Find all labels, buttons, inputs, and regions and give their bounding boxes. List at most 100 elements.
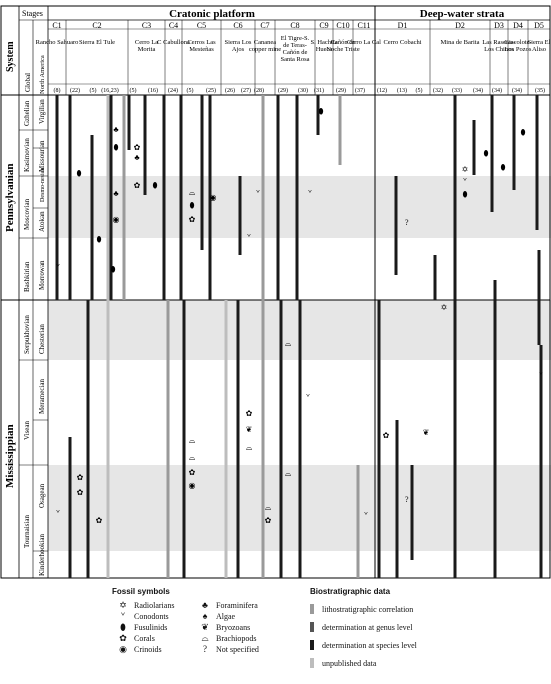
stage-boundaries (19, 129, 48, 552)
column-headers: C1 Rancho Sahuaro (8) (22) C2 Sierra El Tule (… (36, 20, 551, 95)
svg-text:Tournaisian: Tournaisian (23, 515, 31, 548)
fossil-marker: ⬮ (110, 265, 115, 274)
range-bar (109, 95, 113, 300)
svg-text:Kinderhookian: Kinderhookian (38, 534, 46, 576)
column-ref: (5) (416, 87, 423, 94)
column-location-label: S. Hachita Hueca (310, 39, 337, 53)
range-bar (493, 280, 497, 578)
fossil-marker: ✿ (96, 516, 103, 525)
column-location-label: Mina de Barita (441, 39, 480, 46)
system-pennsylvanian: Pennsylvanian (4, 164, 16, 232)
crinoid-icon: ◉ (119, 644, 127, 654)
range-bar (316, 95, 320, 135)
range-bar (224, 300, 228, 578)
fossil-legend: Fossil symbols ✡ Radiolarians ᘁ Conodonts ⬮ F… (112, 586, 259, 655)
fossil-legend-item: ◉ Crinoids (118, 644, 200, 655)
column-ref: (24) (168, 87, 178, 94)
fossil-marker: ⬮ (462, 190, 467, 199)
fossil-marker: ᘁ (539, 371, 543, 380)
fossil-marker: ✿ (77, 488, 84, 497)
range-bar (472, 120, 476, 175)
bio-legend-swatch (310, 604, 314, 614)
conodont-icon: ᘁ (120, 611, 126, 621)
fossil-marker: ✿ (383, 431, 390, 440)
bio-legend-item: determination at genus level (310, 618, 417, 636)
stage-labels: Gzhelian Virgilian Kasimovian Missourian… (23, 99, 46, 576)
fossil-marker: ◉ (210, 193, 217, 202)
fossil-legend-item: ⬮ Fusulinids (118, 622, 200, 633)
column-ref: (28) (254, 87, 264, 94)
range-bar (410, 465, 414, 560)
range-bar (236, 300, 240, 578)
column-ref: (34) (473, 87, 483, 94)
svg-text:Meramecian: Meramecian (38, 379, 46, 414)
not-specified-icon: ? (203, 644, 207, 654)
fossil-marker: ✿ (189, 215, 196, 224)
fossil-marker: ᘁ (364, 511, 368, 520)
range-bar (539, 345, 543, 578)
range-bar (238, 176, 242, 255)
fossil-marker: ⬮ (113, 143, 118, 152)
svg-text:Visean: Visean (23, 420, 31, 440)
range-bar (261, 95, 265, 578)
bio-legend-swatch (310, 658, 314, 668)
range-chart: Cratonic platform Deep-water strata Syst… (0, 5, 551, 579)
column-group-label: C8 (290, 21, 299, 30)
range-bar (182, 300, 186, 578)
shade-band-moscovian (48, 176, 551, 238)
column-group-label: D3 (494, 21, 504, 30)
column-location-label: Cananea copper mine (249, 39, 281, 53)
fossil-marker: ⌓ (189, 453, 196, 462)
fossil-marker: ⬮ (189, 201, 194, 210)
column-ref: (13) (397, 87, 407, 94)
column-ref: (12) (377, 87, 387, 94)
column-location-label: Sierra El Tule (79, 39, 115, 46)
range-bar (106, 95, 110, 578)
column-group-label: C4 (169, 21, 178, 30)
bio-legend-item: determination at species level (310, 636, 417, 654)
range-bars (55, 95, 543, 578)
fossil-marker: ⌓ (285, 469, 292, 478)
range-bar (279, 300, 283, 578)
range-bar (490, 95, 494, 212)
range-bar (295, 95, 299, 300)
svg-text:Desmo-nesian: Desmo-nesian (40, 168, 46, 202)
fossil-marker: ✡ (441, 303, 448, 312)
fossil-legend-item: ♠ Algae (200, 611, 259, 622)
radiolarian-icon: ✡ (119, 600, 127, 610)
column-group-label: C1 (52, 21, 61, 30)
column-group-label: C11 (357, 21, 370, 30)
fossil-legend-item: ⌓ Brachiopods (200, 633, 259, 644)
fossil-legend-label: Brachiopods (216, 634, 257, 643)
column-ref: (5) (187, 87, 194, 94)
column-group-label: C9 (319, 21, 328, 30)
fossil-legend-right: ♣ Foraminifera ♠ Algae ❦ Bryozoans ⌓ Brachiopod… (200, 600, 259, 655)
bio-legend-list: lithostratigraphic correlation determinat… (310, 600, 417, 672)
fossil-legend-label: Bryozoans (216, 623, 251, 632)
column-group-label: C2 (92, 21, 101, 30)
fossil-marker: ♣ (134, 153, 140, 162)
question-mark-d1-lower: ? (405, 495, 409, 504)
north-america-heading: North America (39, 55, 46, 94)
column-group-label: D5 (534, 21, 544, 30)
fossil-legend-label: Foraminifera (216, 601, 258, 610)
svg-text:Morrowan: Morrowan (38, 260, 46, 290)
fossil-marker: ⌓ (189, 436, 196, 445)
bio-legend-label: unpublished data (322, 658, 377, 668)
svg-text:Gzhelian: Gzhelian (23, 100, 31, 126)
range-bar (90, 135, 94, 300)
range-bar (122, 95, 126, 300)
column-location-label: El Tigre-S. de Teras-Cañón de Santa Rosa (280, 35, 309, 63)
fusulinid-icon: ⬮ (120, 622, 126, 632)
algae-icon: ♠ (202, 611, 208, 621)
fossil-marker: ♣ (113, 189, 119, 198)
fossil-marker: ◉ (189, 481, 196, 490)
column-ref: (29) (336, 87, 346, 94)
column-ref: (27) (241, 87, 251, 94)
fossil-marker: ⌓ (285, 339, 292, 348)
column-group-label: C5 (197, 21, 206, 30)
range-bar (127, 95, 131, 150)
column-ref: (5) (130, 87, 137, 94)
column-location-label: Cañón de Noche Triste (326, 39, 360, 53)
